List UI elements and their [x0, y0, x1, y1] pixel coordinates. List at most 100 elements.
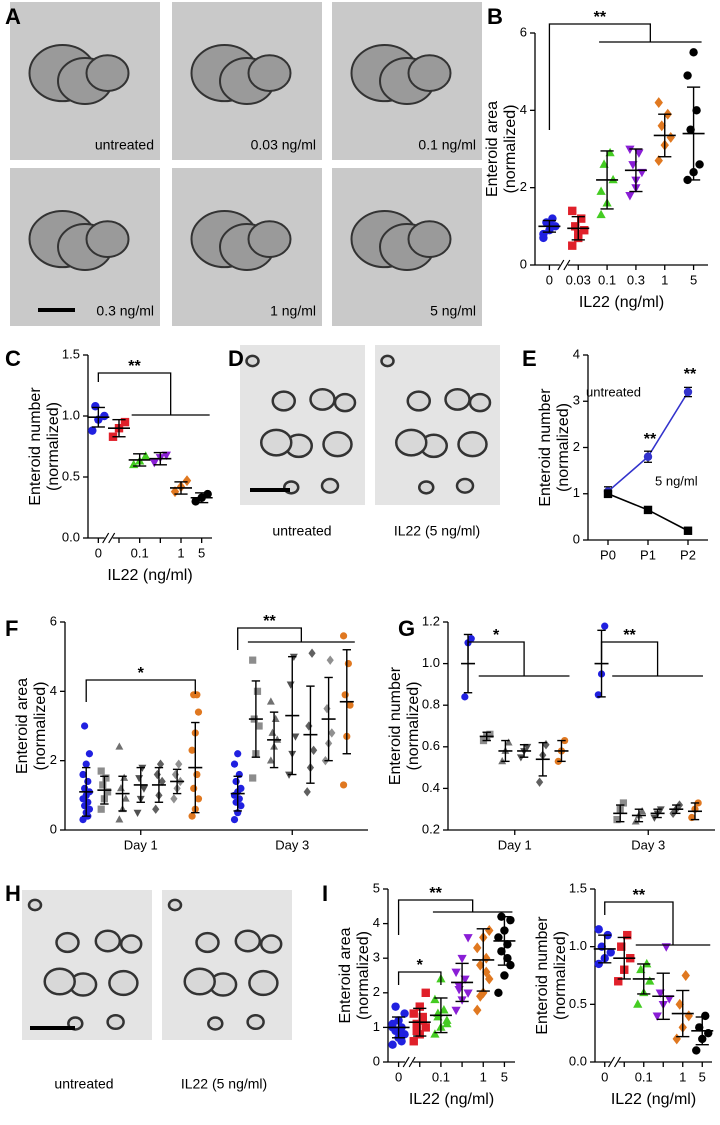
point — [421, 1023, 430, 1032]
y-tick-label: 0 — [573, 531, 580, 546]
image-caption: untreated — [95, 137, 154, 153]
point — [400, 1009, 409, 1018]
point — [643, 452, 653, 461]
axis-break-gap — [405, 1058, 414, 1066]
significance-bracket — [85, 679, 196, 702]
x-tick-label: 5 — [699, 1069, 706, 1084]
y-tick-label: 5 — [373, 880, 380, 895]
y-axis-title: Enteroid area — [484, 101, 501, 197]
significance-label: * — [138, 665, 145, 682]
organoid — [167, 898, 183, 912]
organoid — [320, 477, 340, 494]
y-axis-title: (normalized) — [45, 402, 62, 491]
y-tick-label: 4 — [50, 683, 57, 698]
point — [91, 402, 100, 411]
point — [341, 691, 349, 699]
x-tick-label: 1 — [480, 1069, 487, 1084]
point — [82, 760, 90, 768]
organoid — [245, 354, 260, 368]
y-tick-label: 4 — [573, 346, 580, 361]
point — [339, 781, 348, 789]
point — [152, 804, 160, 814]
organoid — [106, 1013, 125, 1031]
point — [683, 526, 693, 535]
point — [133, 809, 142, 817]
point — [346, 701, 354, 709]
point — [594, 925, 603, 934]
point — [100, 411, 109, 421]
y-tick-label: 0.8 — [422, 697, 440, 712]
y-tick-label: 1.2 — [422, 613, 440, 628]
image-caption: 0.1 ng/ml — [418, 137, 476, 153]
point — [442, 1018, 452, 1028]
point — [617, 942, 626, 951]
point — [683, 71, 692, 80]
point — [117, 784, 125, 792]
significance-label: ** — [128, 358, 141, 375]
point — [188, 746, 196, 754]
point — [580, 226, 589, 235]
point — [141, 451, 151, 460]
point — [409, 1037, 418, 1046]
point — [344, 660, 352, 668]
point — [171, 769, 180, 780]
point — [606, 948, 615, 957]
x-tick-label: 0.1 — [635, 1069, 653, 1084]
y-tick-label: 0.5 — [62, 468, 80, 483]
panel-label: F — [5, 616, 18, 641]
point — [430, 994, 440, 1004]
x-axis-title: IL22 (ng/ml) — [107, 567, 192, 584]
point — [99, 781, 107, 789]
x-tick-label: 0.1 — [131, 545, 149, 560]
point — [500, 971, 509, 980]
image-caption: untreated — [54, 1076, 113, 1092]
organoid — [322, 431, 353, 458]
point — [303, 787, 311, 797]
y-tick-label: 1 — [373, 1019, 380, 1034]
significance-label: ** — [633, 887, 646, 904]
y-tick-label: 1.5 — [62, 346, 80, 361]
y-tick-label: 0.0 — [569, 1053, 587, 1068]
image-caption: 0.03 ng/ml — [251, 137, 316, 153]
point — [681, 970, 690, 981]
point — [266, 756, 275, 764]
organoid — [457, 431, 488, 458]
y-axis-title: Enteroid area — [337, 927, 354, 1023]
point — [451, 968, 461, 978]
point — [631, 817, 640, 825]
significance-bracket — [397, 899, 474, 935]
point — [88, 426, 97, 435]
image-caption: untreated — [272, 523, 331, 539]
x-axis-title: IL22 (ng/ml) — [409, 1091, 494, 1108]
point — [601, 622, 609, 630]
organoid — [418, 480, 435, 495]
organoid — [271, 390, 296, 412]
panel-label: C — [5, 346, 21, 371]
axis-break — [563, 259, 571, 271]
point — [194, 708, 203, 716]
organoid — [119, 934, 143, 954]
point — [619, 799, 628, 807]
point — [686, 125, 695, 134]
y-tick-label: 1 — [573, 485, 580, 500]
organoid — [27, 898, 43, 912]
panel-label: H — [5, 881, 21, 906]
point — [326, 655, 334, 665]
point — [412, 1026, 421, 1036]
micrograph — [375, 345, 500, 505]
x-tick-label: 5 — [690, 272, 697, 287]
point — [482, 952, 491, 964]
point — [412, 1019, 421, 1029]
axis-break-gap — [559, 261, 568, 269]
organoid — [309, 387, 336, 411]
image-caption: 5 ng/ml — [430, 303, 476, 319]
point — [486, 730, 494, 738]
y-tick-label: 1.0 — [422, 655, 440, 670]
point — [633, 999, 643, 1008]
organoid — [43, 967, 76, 996]
point — [504, 738, 513, 746]
point — [153, 769, 161, 780]
point — [692, 106, 701, 115]
significance-bracket — [548, 23, 651, 130]
significance-bracket — [397, 971, 442, 985]
